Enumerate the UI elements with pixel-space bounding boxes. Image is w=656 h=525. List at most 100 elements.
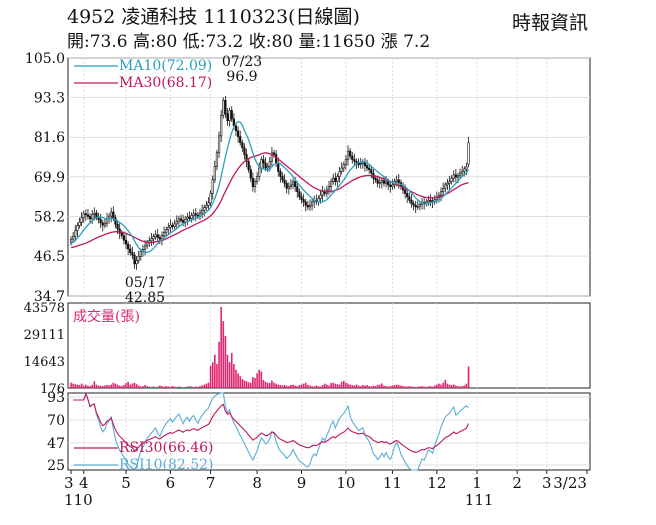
candle-body <box>137 256 140 261</box>
volume-bar <box>91 384 93 388</box>
volume-bar <box>163 386 165 388</box>
rsi10-legend-label: RSI10(82.52) <box>119 457 213 473</box>
volume-bar <box>467 366 470 388</box>
volume-bar <box>414 387 417 388</box>
volume-bar <box>340 381 343 388</box>
rsi-tick-label: 47 <box>47 436 65 452</box>
candle-body <box>327 186 331 191</box>
candle-body <box>82 213 85 219</box>
volume-bar <box>97 385 100 388</box>
volume-bar <box>262 379 265 388</box>
rsi-panel-frame <box>67 392 591 471</box>
volume-bar <box>385 386 387 388</box>
volume-bar <box>368 386 370 388</box>
volume-bar <box>364 385 366 388</box>
candle-body <box>234 125 238 132</box>
x-tick-label: 12 <box>427 474 446 492</box>
volume-bar <box>332 382 335 388</box>
candle-body <box>456 175 460 178</box>
volume-bar <box>277 384 280 388</box>
candle-body <box>131 252 134 256</box>
candle-body <box>370 169 373 174</box>
candle-body <box>93 212 96 215</box>
volume-bar <box>408 386 411 388</box>
high-value-label: 96.9 <box>226 69 257 85</box>
volume-bar <box>74 384 77 388</box>
volume-bar <box>298 384 301 388</box>
volume-bar <box>116 384 119 388</box>
volume-bar <box>266 382 269 388</box>
candle-body <box>319 194 322 199</box>
candle-body <box>150 238 153 242</box>
volume-bar <box>82 385 85 388</box>
candle-body <box>167 226 170 230</box>
volume-bar <box>118 385 121 388</box>
candle-body <box>91 214 94 220</box>
candle-body <box>439 191 443 196</box>
candle-body <box>298 191 301 198</box>
volume-bar <box>230 352 233 388</box>
candle-body <box>247 160 250 171</box>
candle-body <box>359 163 362 165</box>
candle-body <box>270 152 274 162</box>
candle-body <box>418 203 422 207</box>
volume-bar <box>108 385 110 388</box>
volume-bar <box>440 384 442 388</box>
volume-bar <box>159 385 161 388</box>
volume-bar <box>400 385 402 388</box>
candle-body <box>101 222 104 226</box>
volume-bar <box>429 386 432 388</box>
candle-body <box>306 204 309 208</box>
volume-bar <box>442 382 444 388</box>
candle-body <box>260 159 263 169</box>
rsi-tick-label: 25 <box>47 458 65 474</box>
candle-body <box>152 236 155 240</box>
volume-bar <box>264 381 267 388</box>
candle-body <box>88 216 92 220</box>
ma10-line <box>70 120 470 253</box>
volume-bar <box>461 386 463 388</box>
candle-body <box>376 179 379 184</box>
volume-bar <box>347 383 349 388</box>
rsi30-legend-label: RSI30(66.46) <box>119 440 213 456</box>
candle-body <box>95 212 98 218</box>
low-date-label: 05/17 <box>125 275 165 291</box>
volume-bar <box>142 386 144 388</box>
volume-bar <box>224 336 227 388</box>
candle-body <box>158 237 161 240</box>
x-tick-label: 5 <box>121 474 131 492</box>
volume-bar <box>300 384 303 388</box>
volume-bar <box>315 385 318 388</box>
volume-bar <box>237 373 239 388</box>
volume-bar <box>182 387 184 389</box>
candle-body <box>294 181 297 187</box>
volume-bar <box>412 386 415 388</box>
candle-body <box>334 177 337 182</box>
candle-body <box>412 203 415 206</box>
volume-bar <box>190 386 193 388</box>
volume-bar <box>140 386 142 388</box>
x-tick-label: 11 <box>383 474 402 492</box>
volume-bar <box>288 386 290 388</box>
candle-body <box>196 214 200 217</box>
price-tick-label: 46.5 <box>34 249 65 265</box>
volume-bar <box>436 384 438 388</box>
candle-body <box>143 245 147 250</box>
volume-bar <box>448 384 451 388</box>
volume-bar <box>167 386 170 388</box>
volume-bar <box>292 384 294 388</box>
volume-bar <box>452 384 455 388</box>
candle-body <box>448 181 451 184</box>
candle-body <box>146 242 149 247</box>
volume-bar <box>323 383 326 388</box>
volume-bar <box>387 386 389 388</box>
volume-bar <box>444 379 447 388</box>
candle-body <box>365 165 369 169</box>
volume-bar <box>311 386 313 388</box>
x-tick-label: 9 <box>297 474 307 492</box>
volume-bar <box>249 382 252 388</box>
volume-bar <box>252 377 254 388</box>
candle-body <box>249 169 252 179</box>
candle-body <box>190 215 193 219</box>
volume-bar <box>203 384 206 388</box>
